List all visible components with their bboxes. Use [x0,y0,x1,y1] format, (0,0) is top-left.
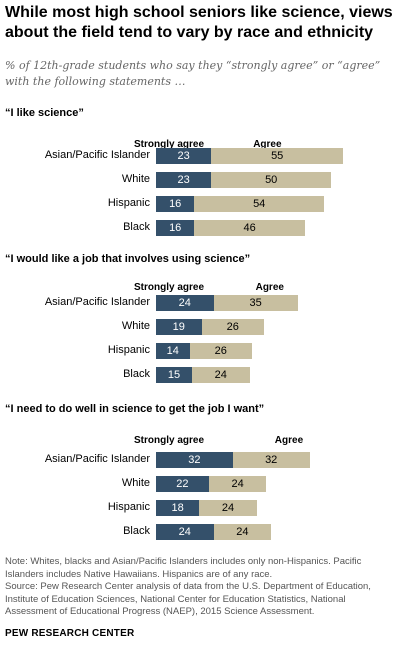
panel-title: “I need to do well in science to get the… [5,403,265,415]
category-label: Hispanic [107,197,150,209]
bar-agree [199,500,257,516]
bar-strongly-agree [156,220,195,236]
bar-strongly-agree [156,295,214,311]
legend-strongly-agree: Strongly agree [134,282,205,293]
category-label: Black [123,525,150,537]
footnote: Note: Whites, blacks and Asian/Pacific I… [5,556,397,619]
data-label-strongly-agree: 32 [188,454,201,466]
panel-title: “I like science” [5,107,84,119]
category-label: Black [123,221,150,233]
legend-agree: Agree [255,282,284,293]
legend-agree: Agree [274,435,304,446]
bar-strongly-agree [156,196,195,212]
data-label-strongly-agree: 23 [177,150,190,162]
data-label-agree: 50 [265,174,278,186]
legend-strongly-agree: Strongly agree [134,435,205,446]
brand-logo-text: PEW RESEARCH CENTER [5,628,135,639]
chart-subtitle: % of 12th-grade students who say they “s… [5,59,381,88]
legend-strongly-agree: Strongly agree [134,139,205,150]
category-label: Hispanic [107,501,150,513]
category-label: White [121,320,150,332]
data-label-agree: 46 [243,222,256,234]
data-label-strongly-agree: 16 [169,222,182,234]
data-label-agree: 24 [221,502,235,514]
bar-strongly-agree [156,172,212,188]
data-label-agree: 32 [265,454,278,466]
bar-agree [194,220,305,236]
data-label-agree: 24 [236,526,249,538]
category-label: White [121,477,150,489]
data-label-strongly-agree: 15 [167,369,181,381]
bar-agree [211,148,344,164]
bar-strongly-agree [156,148,212,164]
data-label-agree: 24 [231,478,244,490]
data-label-strongly-agree: 24 [178,297,191,309]
bar-agree [213,524,272,540]
bar-strongly-agree [156,524,214,540]
legend-agree: Agree [253,139,282,150]
category-label: Asian/Pacific Islander [44,149,150,161]
data-label-strongly-agree: 19 [172,321,185,333]
bar-strongly-agree [156,319,202,335]
data-label-agree: 26 [226,321,239,333]
bar-strongly-agree [156,476,209,492]
category-label: Asian/Pacific Islander [44,296,150,308]
category-label: Hispanic [107,344,150,356]
panel-title: “I would like a job that involves using … [5,253,251,265]
data-label-agree: 35 [249,297,262,309]
category-label: Black [123,368,150,380]
bar-agree [194,196,324,212]
bar-agree [211,172,332,188]
data-label-strongly-agree: 16 [169,198,182,210]
bar-agree [208,476,267,492]
data-label-agree: 24 [214,369,227,381]
data-label-strongly-agree: 24 [178,526,191,538]
data-label-strongly-agree: 18 [171,502,184,514]
bar-strongly-agree [156,452,233,468]
chart-title: While most high school seniors like scie… [5,4,393,41]
bar-agree [192,367,250,383]
data-label-agree: 54 [253,198,266,210]
note-text: Note: Whites, blacks and Asian/Pacific I… [5,556,362,580]
data-label-strongly-agree: 22 [176,478,189,490]
source-text: Source: Pew Research Center analysis of … [5,581,371,618]
bar-agree [201,319,264,335]
bar-strongly-agree [156,500,200,516]
data-label-strongly-agree: 14 [166,345,179,357]
bar-strongly-agree [156,367,192,383]
bar-agree [232,452,310,468]
bar-agree [213,295,298,311]
category-label: Asian/Pacific Islander [44,453,150,465]
data-label-agree: 55 [271,150,284,162]
data-label-strongly-agree: 23 [177,174,190,186]
bar-strongly-agree [156,343,190,359]
data-label-agree: 26 [214,345,227,357]
bar-agree [189,343,252,359]
category-label: White [121,173,150,185]
